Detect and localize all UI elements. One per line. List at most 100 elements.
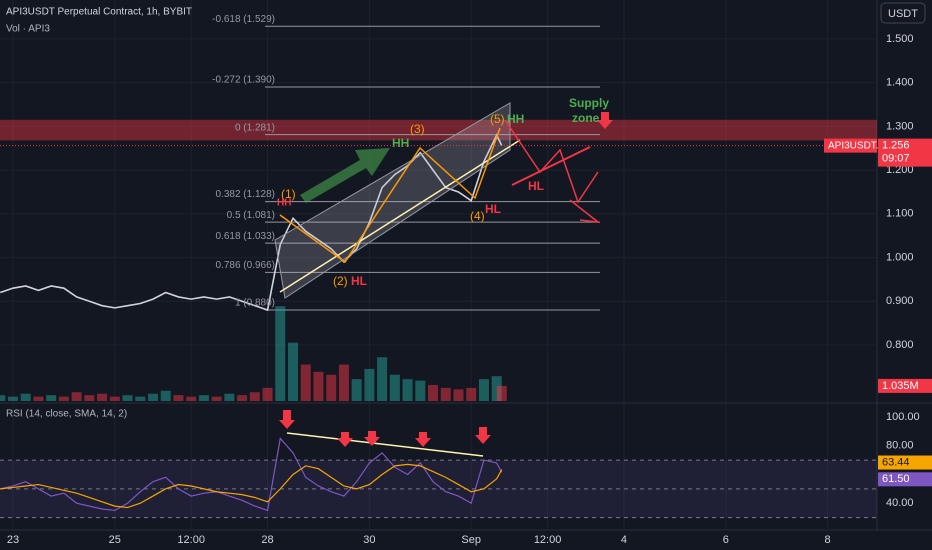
annotation: HL <box>351 274 367 288</box>
fib-label: -0.272 (1.390) <box>212 75 275 86</box>
volume-bar <box>288 342 299 401</box>
x-tick-label: Sep <box>461 534 481 546</box>
rsi-value-box <box>878 455 932 470</box>
x-tick-label: 6 <box>723 534 729 546</box>
volume-bar <box>351 379 362 401</box>
symbol-label: API3USDT.P <box>828 140 886 151</box>
volume-bar <box>496 385 507 401</box>
volume-bar <box>33 396 44 401</box>
volume-bar <box>0 395 6 401</box>
volume-bar <box>326 374 337 401</box>
bull-arrow <box>300 148 390 203</box>
divergence-line <box>286 432 484 457</box>
supply-zone <box>0 119 877 141</box>
volume-bar <box>478 379 489 401</box>
last-price-label: 1.256 <box>882 140 910 152</box>
fib-label: 0.5 (1.081) <box>227 210 275 221</box>
volume-legend: Vol · API3 <box>6 24 50 35</box>
annotation: HH <box>392 136 409 150</box>
volume-bar <box>84 395 95 401</box>
volume-bar <box>198 395 209 401</box>
volume-bar <box>97 393 108 401</box>
annotation: HL <box>528 179 544 193</box>
annotation: HL <box>485 202 501 216</box>
volume-bar <box>491 376 502 401</box>
y-tick-label: 1.200 <box>886 164 914 176</box>
wave-lines <box>279 127 501 264</box>
rsi-title: RSI (14, close, SMA, 14, 2) <box>6 409 127 420</box>
volume-bar <box>224 393 235 401</box>
annotation: HH <box>507 112 524 126</box>
countdown-label: 09:07 <box>882 153 910 165</box>
volume-bar <box>300 364 311 401</box>
fib-label: 0.382 (1.128) <box>216 189 276 200</box>
volume-bar <box>440 387 451 401</box>
annotation: (4) <box>470 209 485 223</box>
volume-bar <box>364 368 375 401</box>
volume-bar <box>109 396 120 401</box>
fib-label: 0.618 (1.033) <box>216 231 276 242</box>
x-tick-label: 8 <box>825 534 831 546</box>
currency-button[interactable] <box>880 2 926 24</box>
rsi-value-label: 63.44 <box>882 456 910 468</box>
rsi-line <box>0 463 503 509</box>
volume-bar <box>313 371 324 401</box>
volume-bar <box>20 393 31 401</box>
symbol-box <box>824 138 877 153</box>
volume-bar <box>173 395 184 401</box>
annotation: Supply <box>569 96 609 110</box>
rsi-value-box <box>878 472 932 487</box>
annotation: (1) <box>281 187 296 201</box>
volume-bar <box>71 392 82 401</box>
annotation: HH <box>277 198 291 209</box>
fib-label: 0 (1.281) <box>235 122 275 133</box>
currency-label: USDT <box>888 8 918 20</box>
layers <box>0 0 932 531</box>
volume-bar <box>135 396 146 401</box>
fib-label: 0.786 (0.966) <box>216 260 276 271</box>
channel <box>274 102 511 299</box>
annotation: (2) <box>333 274 348 288</box>
annotation: (3) <box>410 122 425 136</box>
y-tick-label: 1.000 <box>886 251 914 263</box>
annotation: (5) <box>490 112 505 126</box>
rsi-line <box>0 437 503 512</box>
volume-bar <box>249 392 260 401</box>
trendline <box>279 139 521 293</box>
volume-bar <box>46 395 57 401</box>
volume-bar <box>160 390 171 401</box>
y-tick-label: 100.00 <box>886 411 920 423</box>
y-tick-label: 1.500 <box>886 33 914 45</box>
fib-label: 1 (0.880) <box>235 298 275 309</box>
volume-bar <box>402 379 413 401</box>
volume-bar <box>186 396 197 401</box>
x-tick-label: 25 <box>109 534 121 546</box>
fib-label: -0.618 (1.529) <box>212 14 275 25</box>
volume-bar <box>389 374 400 401</box>
volume-bar <box>453 389 464 401</box>
volume-bar <box>262 387 273 401</box>
x-tick-label: 12:00 <box>177 534 205 546</box>
volume-bar <box>377 357 388 401</box>
supply-arrow <box>597 112 613 129</box>
y-tick-label: 1.300 <box>886 120 914 132</box>
volume-bar <box>122 395 133 401</box>
last-price-box <box>878 138 932 167</box>
volume-bar <box>7 396 18 401</box>
volume-bar <box>58 396 69 401</box>
volume-bar <box>211 396 222 401</box>
volume-price-box <box>878 378 932 393</box>
y-tick-label: 40.00 <box>886 497 914 509</box>
rsi-value-label: 61.50 <box>882 473 910 485</box>
y-tick-label: 0.800 <box>886 339 914 351</box>
x-tick-label: 30 <box>363 534 375 546</box>
volume-bar <box>275 306 286 401</box>
y-tick-label: 1.100 <box>886 208 914 220</box>
projection-arrow <box>569 199 601 224</box>
price-line <box>0 133 503 312</box>
hl-line <box>511 146 591 186</box>
symbol-title: API3USDT Perpetual Contract, 1h, BYBIT <box>6 7 192 18</box>
volume-price-label: 1.035M <box>882 380 919 392</box>
